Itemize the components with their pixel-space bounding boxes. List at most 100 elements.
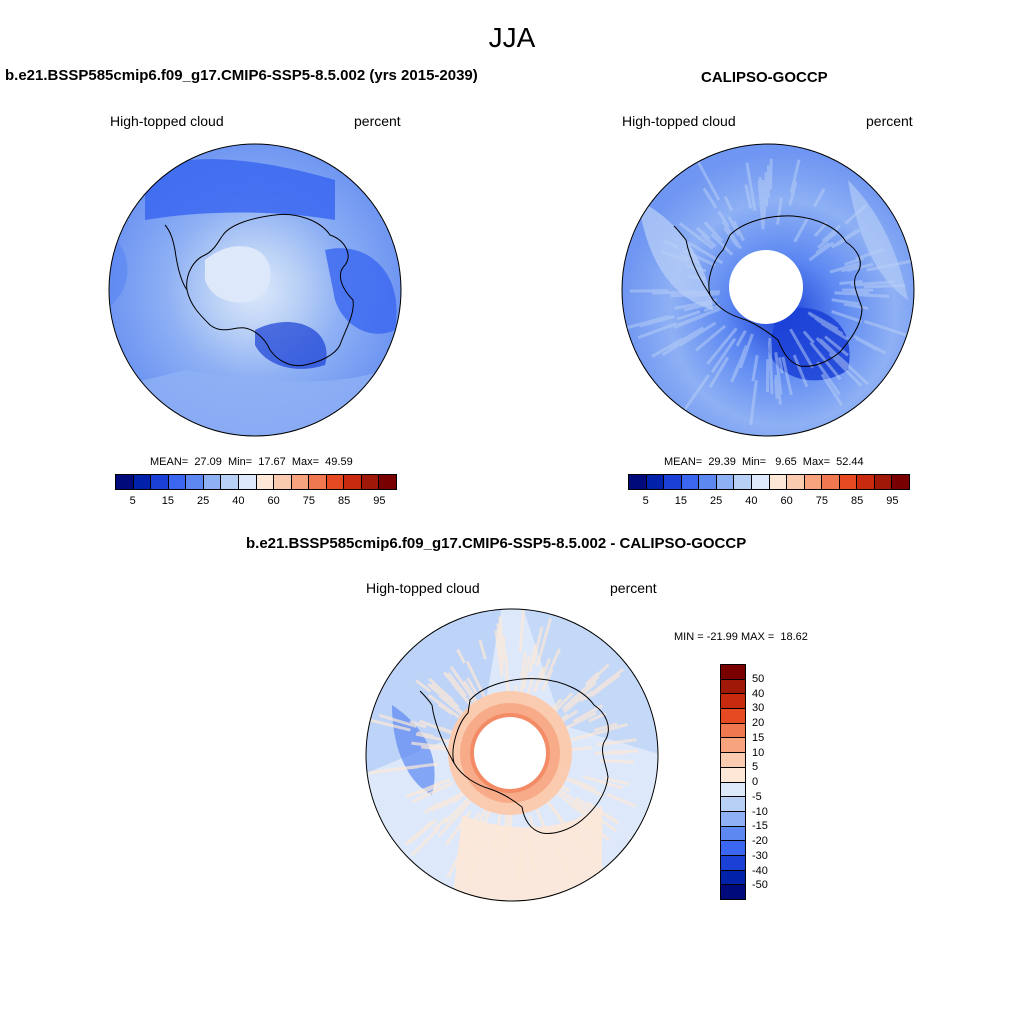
colorbar-tick-label: -15: [752, 820, 768, 833]
colorbar-swatch: [892, 475, 909, 489]
texture-streak: [852, 282, 873, 287]
texture-streak: [708, 356, 730, 389]
panel1-stats: MEAN= 27.09 Min= 17.67 Max= 49.59: [150, 456, 353, 468]
colorbar-swatch: [769, 475, 788, 489]
panel2-stats: MEAN= 29.39 Min= 9.65 Max= 52.44: [664, 456, 864, 468]
panel2-variable-label: High-topped cloud: [622, 113, 736, 129]
texture-streak: [682, 374, 710, 412]
colorbar-swatch: [168, 475, 187, 489]
texture-streak: [781, 356, 793, 396]
texture-streak: [675, 306, 723, 328]
colorbar-swatch: [326, 475, 345, 489]
texture-streak: [689, 274, 706, 281]
texture-streak: [447, 672, 468, 697]
colorbar-tick-label: 0: [752, 776, 759, 788]
texture-streak: [776, 378, 782, 405]
texture-streak: [567, 821, 580, 835]
texture-streak: [569, 746, 592, 752]
panel1-colorbar: [115, 474, 397, 490]
texture-streak: [717, 210, 730, 228]
texture-streak: [744, 184, 753, 209]
panel1-colorbar-labels: 5 15 25 40 60 75 85 95: [115, 495, 397, 509]
texture-streak: [727, 216, 741, 237]
main-title: JJA: [488, 22, 536, 53]
texture-streak: [525, 832, 536, 871]
colorbar-swatch: [787, 475, 805, 489]
texture-streak: [590, 673, 621, 698]
texture-streak: [562, 695, 585, 714]
texture-streak: [562, 681, 597, 712]
colorbar-tick-label: 5: [129, 495, 136, 507]
texture-streak: [694, 324, 727, 352]
texture-streak: [501, 635, 506, 654]
colorbar-tick-label: 95: [886, 495, 899, 507]
texture-streak: [459, 812, 481, 847]
colorbar-swatch: [804, 475, 823, 489]
texture-streak: [446, 837, 470, 879]
panel2-antarctica-outline: [708, 215, 863, 367]
texture-streak: [578, 816, 603, 840]
colorbar-swatch: [646, 475, 665, 489]
texture-streak: [824, 335, 849, 357]
texture-streak: [532, 666, 545, 693]
texture-streak: [723, 195, 733, 212]
colorbar-tick-label: 60: [780, 495, 793, 507]
texture-streak: [687, 241, 724, 265]
texture-streak: [710, 337, 737, 374]
texture-streak: [443, 796, 472, 825]
texture-streak: [652, 290, 697, 295]
texture-streak: [427, 682, 467, 718]
texture-streak: [418, 719, 452, 734]
panel3-antarctica-outline: [452, 678, 609, 834]
texture-streak: [820, 373, 844, 407]
colorbar-swatch: [203, 475, 222, 489]
colorbar-swatch: [721, 885, 745, 899]
texture-streak: [855, 247, 885, 261]
texture-streak: [839, 279, 863, 286]
texture-streak: [456, 648, 466, 664]
texture-streak: [570, 728, 611, 742]
colorbar-tick-label: 85: [338, 495, 351, 507]
colorbar-tick-label: 5: [642, 495, 649, 507]
colorbar-swatch: [664, 475, 682, 489]
texture-streak: [603, 776, 630, 786]
texture-streak: [802, 330, 815, 344]
texture-streak: [703, 221, 724, 242]
texture-streak: [777, 357, 784, 374]
texture-streak: [682, 249, 717, 267]
colorbar-tick-label: 20: [752, 717, 765, 729]
texture-streak: [593, 722, 618, 733]
texture-streak: [768, 158, 773, 190]
colorbar-tick-label: 50: [752, 672, 765, 685]
texture-streak: [813, 188, 826, 208]
panel3-units-label: percent: [610, 580, 657, 596]
colorbar-swatch: [221, 475, 239, 489]
panel3-colorbar-labels: 50 40 30 20 15 10 5 0 -5 -10 -15 -20 -30 -40 -50: [752, 664, 792, 900]
texture-streak: [775, 197, 783, 225]
texture-streak: [863, 319, 912, 338]
panel1-title: b.e21.BSSP585cmip6.f09_g17.CMIP6-SSP5-8.…: [5, 67, 478, 84]
colorbar-swatch: [716, 475, 735, 489]
texture-streak: [706, 327, 738, 365]
panel1-antarctica-outline: [186, 213, 354, 367]
texture-streak: [378, 713, 417, 728]
texture-streak: [702, 187, 718, 209]
texture-streak: [404, 820, 434, 846]
texture-streak: [858, 293, 890, 298]
texture-streak: [516, 859, 522, 885]
texture-streak: [813, 221, 828, 238]
texture-streak: [437, 800, 472, 838]
colorbar-swatch: [291, 475, 310, 489]
texture-streak: [572, 704, 603, 723]
texture-streak: [575, 796, 601, 815]
colorbar-swatch: [721, 753, 745, 768]
texture-streak: [686, 263, 707, 273]
colorbar-tick-label: -20: [752, 835, 768, 847]
colorbar-swatch: [238, 475, 257, 489]
texture-streak: [745, 162, 757, 212]
texture-streak: [437, 795, 456, 810]
texture-streak: [423, 802, 440, 814]
texture-streak: [838, 356, 869, 386]
texture-streak: [572, 830, 591, 852]
texture-streak: [539, 657, 552, 682]
